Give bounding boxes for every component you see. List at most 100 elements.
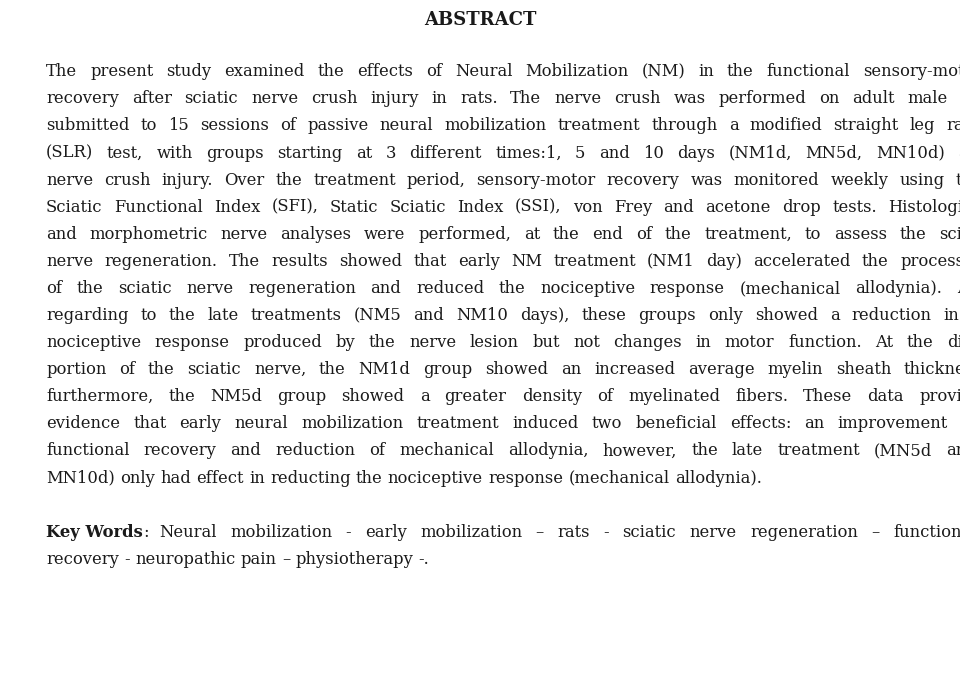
Text: and: and [947,443,960,460]
Text: evidence: evidence [46,415,120,432]
Text: nerve: nerve [186,280,233,297]
Text: morphometric: morphometric [89,226,207,242]
Text: tests.: tests. [832,199,876,216]
Text: nociceptive: nociceptive [46,334,141,351]
Text: effects: effects [357,63,413,80]
Text: the: the [369,334,396,351]
Text: allodynia).: allodynia). [675,469,761,486]
Text: treatment: treatment [778,443,860,460]
Text: in: in [944,307,959,324]
Text: regarding: regarding [46,307,129,324]
Text: changes: changes [613,334,683,351]
Text: performed: performed [718,91,806,108]
Text: nerve: nerve [46,172,93,189]
Text: mobilization: mobilization [444,117,546,134]
Text: recovery: recovery [144,443,217,460]
Text: early: early [458,253,500,270]
Text: induced: induced [513,415,579,432]
Text: functional: functional [894,524,960,541]
Text: sessions: sessions [200,117,269,134]
Text: Neural: Neural [455,63,513,80]
Text: results: results [271,253,327,270]
Text: only: only [708,307,743,324]
Text: not: not [573,334,600,351]
Text: mobilization: mobilization [420,524,522,541]
Text: response: response [155,334,229,351]
Text: injury: injury [371,91,419,108]
Text: an: an [804,415,825,432]
Text: functional: functional [766,63,850,80]
Text: NM5d: NM5d [210,388,262,405]
Text: sciatic: sciatic [184,91,238,108]
Text: regeneration: regeneration [751,524,858,541]
Text: Static: Static [330,199,378,216]
Text: the: the [168,388,195,405]
Text: accelerated: accelerated [754,253,851,270]
Text: Index: Index [457,199,504,216]
Text: only: only [120,469,155,486]
Text: 3: 3 [386,144,396,161]
Text: (SSI),: (SSI), [516,199,562,216]
Text: different: different [409,144,482,161]
Text: nerve,: nerve, [254,361,306,378]
Text: processes: processes [900,253,960,270]
Text: :: : [143,524,149,541]
Text: the: the [553,226,580,242]
Text: acetone: acetone [706,199,771,216]
Text: analyses: analyses [280,226,351,242]
Text: -: - [604,524,609,541]
Text: of: of [119,361,135,378]
Text: reducting: reducting [270,469,350,486]
Text: passive: passive [307,117,369,134]
Text: weekly: weekly [830,172,888,189]
Text: NM: NM [511,253,542,270]
Text: recovery: recovery [46,551,119,568]
Text: by: by [335,334,355,351]
Text: reduced: reduced [416,280,484,297]
Text: period,: period, [407,172,466,189]
Text: Over: Over [224,172,264,189]
Text: the: the [900,226,926,242]
Text: motor: motor [725,334,775,351]
Text: the: the [691,443,718,460]
Text: the: the [664,226,691,242]
Text: As: As [957,280,960,297]
Text: These: These [804,388,852,405]
Text: early: early [365,524,407,541]
Text: but: but [532,334,560,351]
Text: (MN5d: (MN5d [874,443,932,460]
Text: portion: portion [46,361,107,378]
Text: MN10d): MN10d) [46,469,115,486]
Text: showed: showed [755,307,818,324]
Text: in: in [249,469,265,486]
Text: treatment,: treatment, [705,226,792,242]
Text: after: after [132,91,172,108]
Text: an: an [561,361,582,378]
Text: allodynia,: allodynia, [508,443,588,460]
Text: late: late [207,307,239,324]
Text: and: and [371,280,401,297]
Text: groups: groups [638,307,696,324]
Text: (NM1: (NM1 [647,253,695,270]
Text: that: that [133,415,166,432]
Text: (mechanical: (mechanical [568,469,669,486]
Text: The: The [228,253,260,270]
Text: the: the [498,280,525,297]
Text: physiotherapy: physiotherapy [296,551,413,568]
Text: data: data [868,388,904,405]
Text: male: male [907,91,948,108]
Text: was: was [673,91,706,108]
Text: furthermore,: furthermore, [46,388,154,405]
Text: myelinated: myelinated [628,388,720,405]
Text: the: the [276,172,302,189]
Text: the: the [955,172,960,189]
Text: leg: leg [910,117,935,134]
Text: function.: function. [788,334,862,351]
Text: reduction: reduction [276,443,355,460]
Text: study: study [166,63,211,80]
Text: nerve: nerve [46,253,93,270]
Text: Functional: Functional [114,199,203,216]
Text: to: to [140,117,157,134]
Text: the: the [862,253,889,270]
Text: group: group [277,388,326,405]
